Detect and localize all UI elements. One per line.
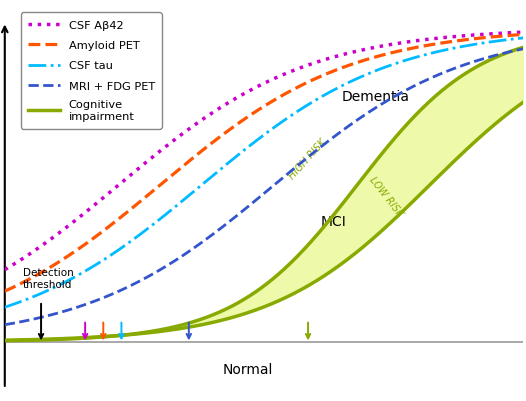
Legend: CSF Aβ42, Amyloid PET, CSF tau, MRI + FDG PET, Cognitive
impairment: CSF Aβ42, Amyloid PET, CSF tau, MRI + FD… xyxy=(21,12,162,129)
Text: MCI: MCI xyxy=(321,215,347,229)
Text: Normal: Normal xyxy=(222,363,273,377)
Text: Detection
threshold: Detection threshold xyxy=(23,267,74,290)
Text: HIGH RISK: HIGH RISK xyxy=(287,138,329,182)
Text: Dementia: Dementia xyxy=(342,90,410,104)
Text: LOW RISK: LOW RISK xyxy=(367,176,404,219)
